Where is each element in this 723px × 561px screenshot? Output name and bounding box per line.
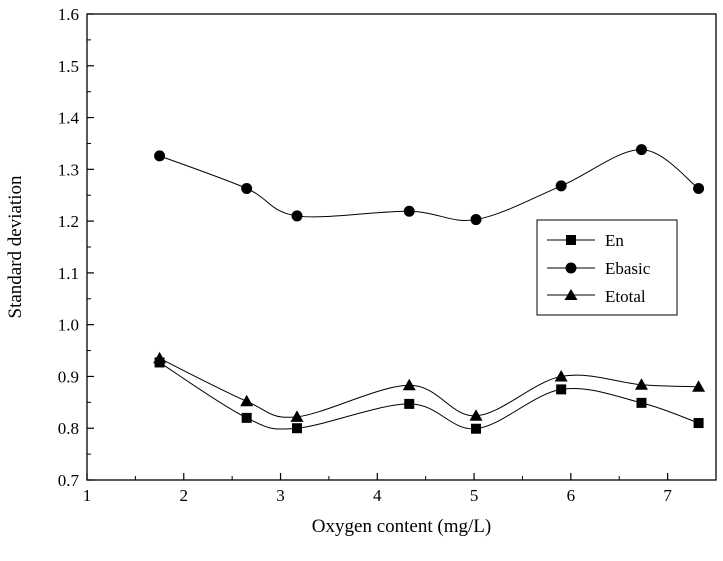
point-en-6 xyxy=(636,397,647,408)
x-tick-label: 5 xyxy=(470,486,479,505)
x-tick-label: 4 xyxy=(373,486,382,505)
y-tick-label: 1.3 xyxy=(58,160,79,179)
y-tick-label: 1.1 xyxy=(58,264,79,283)
point-etotal-0 xyxy=(153,351,167,364)
series-markers xyxy=(153,144,706,434)
point-en-5 xyxy=(556,384,567,395)
legend-label-ebasic: Ebasic xyxy=(605,259,651,278)
point-en-4 xyxy=(471,423,482,434)
x-tick-label: 3 xyxy=(276,486,285,505)
point-en-2 xyxy=(291,423,302,434)
legend-label-en: En xyxy=(605,231,624,250)
y-axis-title: Standard deviation xyxy=(5,175,26,318)
legend-marker-en xyxy=(566,235,576,245)
point-ebasic-2 xyxy=(291,210,303,222)
point-en-7 xyxy=(693,418,704,429)
point-etotal-3 xyxy=(402,378,416,391)
legend-marker-ebasic xyxy=(565,262,577,274)
point-etotal-1 xyxy=(240,394,254,407)
point-ebasic-7 xyxy=(693,182,705,194)
x-tick-label: 1 xyxy=(83,486,92,505)
point-en-1 xyxy=(241,412,252,423)
point-etotal-7 xyxy=(692,380,706,392)
x-tick-label: 6 xyxy=(567,486,576,505)
y-tick-label: 1.6 xyxy=(58,5,79,24)
y-tick-label: 0.7 xyxy=(58,471,80,490)
series-line-en xyxy=(159,362,699,430)
y-tick-label: 0.8 xyxy=(58,419,79,438)
point-etotal-2 xyxy=(290,410,304,422)
y-tick-label: 1.2 xyxy=(58,212,79,231)
point-ebasic-5 xyxy=(555,180,567,192)
series-line-ebasic xyxy=(159,149,699,221)
point-ebasic-4 xyxy=(470,214,482,226)
point-etotal-5 xyxy=(554,369,568,382)
y-tick-label: 0.9 xyxy=(58,367,79,386)
point-etotal-6 xyxy=(634,378,648,390)
point-ebasic-6 xyxy=(635,144,647,156)
axis-ticks: 1 2 3 4 5 6 7 0.7 0.8 0.9 1.0 1.1 1.2 1.3 1.4 1.5 1.6 xyxy=(58,5,673,505)
y-tick-label: 1.0 xyxy=(58,316,79,335)
point-en-3 xyxy=(404,398,415,409)
point-ebasic-0 xyxy=(154,150,166,162)
y-tick-label: 1.4 xyxy=(58,109,80,128)
legend-marker-etotal xyxy=(564,289,578,300)
point-ebasic-1 xyxy=(241,182,253,194)
y-tick-label: 1.5 xyxy=(58,57,79,76)
point-etotal-4 xyxy=(469,409,483,421)
point-ebasic-3 xyxy=(403,205,415,217)
legend-label-etotal: Etotal xyxy=(605,287,646,306)
legend: En Ebasic Etotal xyxy=(536,219,678,316)
x-tick-label: 2 xyxy=(180,486,189,505)
x-tick-label: 7 xyxy=(663,486,672,505)
x-axis-title: Oxygen content (mg/L) xyxy=(312,516,491,537)
